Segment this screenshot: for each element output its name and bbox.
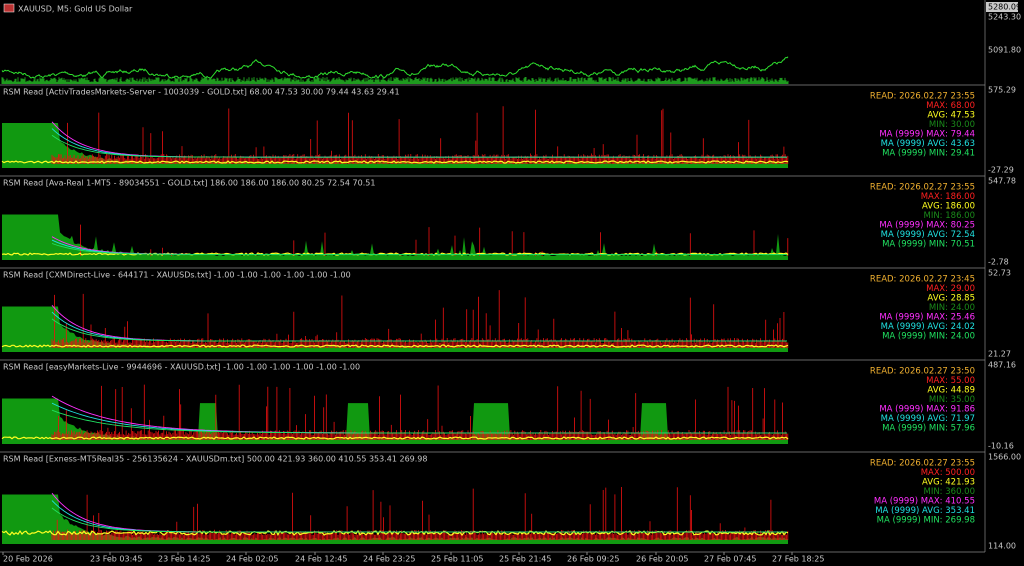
legend-entry: MA (9999) AVG: 43.63 (881, 139, 975, 149)
legend-entry: AVG: 186.00 (922, 202, 975, 212)
legend-entry: MA (9999) MAX: 25.46 (879, 313, 975, 323)
time-label: 27 Feb 07:45 (704, 555, 756, 564)
legend-entry: MA (9999) MAX: 410.55 (874, 497, 975, 507)
yellow-line (1, 344, 789, 348)
axis-label: 547.78 (988, 177, 1016, 186)
legend-entry: MA (9999) MIN: 70.51 (882, 240, 975, 250)
legend-entry: MIN: 30.00 (929, 120, 975, 130)
legend-entry: MA (9999) AVG: 353.41 (875, 506, 975, 516)
legend-entry: MAX: 55.00 (926, 376, 975, 386)
legend-entry: MAX: 186.00 (921, 192, 975, 202)
legend-entry: MA (9999) AVG: 72.54 (881, 230, 975, 240)
price-label: 5091.80 (988, 46, 1021, 55)
legend-entry: MA (9999) MIN: 29.41 (882, 149, 975, 159)
time-label: 20 Feb 2026 (3, 555, 53, 564)
axis-label: 52.73 (988, 269, 1011, 278)
legend-entry: AVG: 44.89 (927, 386, 975, 396)
moving-average (51, 243, 787, 255)
axis-label: -2.78 (988, 258, 1009, 267)
green-area (2, 398, 788, 444)
legend-entry: MA (9999) MIN: 269.98 (877, 516, 975, 526)
time-label: 24 Feb 12:45 (295, 555, 347, 564)
red-spikes (51, 290, 789, 348)
legend-entry: AVG: 421.93 (922, 478, 975, 488)
legend-entry: MA (9999) MIN: 24.00 (882, 332, 975, 342)
legend-entry: READ: 2026.02.27 23:50 (870, 367, 975, 377)
red-spikes (51, 384, 789, 440)
yellow-line (1, 160, 789, 164)
legend-entry: MAX: 500.00 (921, 468, 975, 478)
chart-title: XAUUSD, M5: Gold US Dollar (18, 5, 133, 14)
axis-label: -10.16 (988, 442, 1014, 451)
time-label: 23 Feb 03:45 (90, 555, 142, 564)
symbol-flag (3, 3, 15, 13)
time-label: 26 Feb 09:25 (567, 555, 619, 564)
legend-entry: READ: 2026.02.27 23:45 (870, 275, 975, 285)
time-label: 23 Feb 14:25 (158, 555, 210, 564)
panel-title: RSM Read [Ava-Real 1-MT5 - 89034551 - GO… (3, 179, 375, 188)
legend-entry: READ: 2026.02.27 23:55 (870, 92, 975, 102)
legend-entry: MAX: 29.00 (926, 284, 975, 294)
legend-entry: MA (9999) MAX: 91.86 (879, 405, 975, 415)
time-label: 24 Feb 23:25 (363, 555, 415, 564)
legend-entry: MIN: 24.00 (929, 303, 975, 313)
time-label: 24 Feb 02:05 (226, 555, 278, 564)
legend-entry: READ: 2026.02.27 23:55 (870, 183, 975, 193)
yellow-line (1, 436, 789, 440)
price-line (1, 56, 789, 79)
yellow-line (1, 252, 789, 256)
moving-average (51, 134, 787, 158)
moving-average (51, 507, 787, 533)
legend-entry: AVG: 47.53 (927, 111, 975, 121)
moving-average (51, 318, 787, 342)
price-label: 5243.30 (988, 13, 1021, 22)
panel-title: RSM Read [easyMarkets-Live - 9944696 - X… (3, 363, 360, 372)
legend-entry: MIN: 35.00 (929, 395, 975, 405)
legend-entry: MAX: 68.00 (926, 101, 975, 111)
volume-bars (1, 77, 789, 84)
legend-entry: MA (9999) AVG: 71.97 (881, 414, 975, 424)
axis-label: 1566.00 (988, 453, 1021, 462)
panel-title: RSM Read [CXMDirect-Live - 644171 - XAUU… (3, 271, 351, 280)
time-label: 25 Feb 21:45 (499, 555, 551, 564)
axis-label: 487.16 (988, 361, 1016, 370)
axis-label: -27.29 (988, 166, 1014, 175)
panel-title: RSM Read [ActivTradesMarkets-Server - 10… (3, 88, 400, 97)
price-label: 5280.09 (988, 3, 1021, 12)
time-label: 26 Feb 20:05 (636, 555, 688, 564)
legend-entry: MA (9999) MAX: 79.44 (879, 130, 975, 140)
axis-label: 575.29 (988, 86, 1016, 95)
legend-entry: MA (9999) MAX: 80.25 (879, 221, 975, 231)
legend-entry: MA (9999) AVG: 24.02 (881, 322, 975, 332)
legend-entry: READ: 2026.02.27 23:55 (870, 459, 975, 469)
current-price-box (986, 2, 1018, 12)
moving-average (51, 409, 787, 434)
legend-entry: MA (9999) MIN: 57.96 (882, 424, 975, 434)
axis-label: 21.27 (988, 350, 1011, 359)
legend-entry: MIN: 360.00 (923, 487, 975, 497)
time-label: 25 Feb 11:05 (431, 555, 483, 564)
axis-label: 114.00 (988, 542, 1016, 551)
time-label: 27 Feb 18:25 (772, 555, 824, 564)
legend-entry: AVG: 28.85 (927, 294, 975, 304)
panel-title: RSM Read [Exness-MT5Real35 - 256135624 -… (3, 455, 428, 464)
legend-entry: MIN: 186.00 (923, 211, 975, 221)
